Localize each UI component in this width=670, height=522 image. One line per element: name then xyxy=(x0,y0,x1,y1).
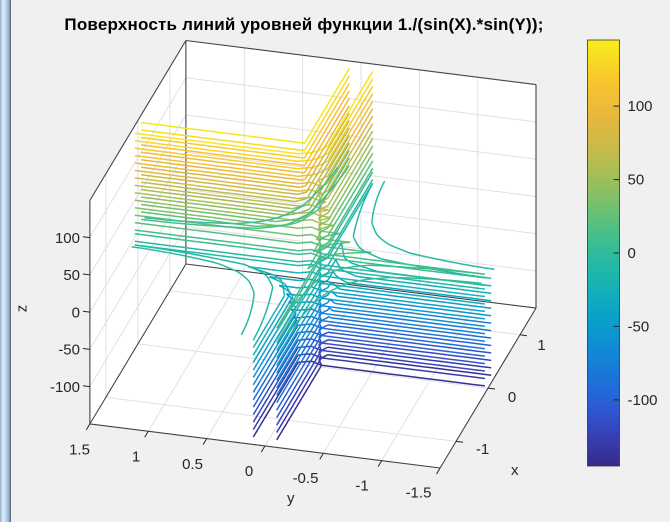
contour-line xyxy=(134,68,374,155)
y-axis-label: y xyxy=(287,490,295,507)
figure-title: Поверхность линий уровней функции 1./(si… xyxy=(64,15,544,34)
z-axis-tick-label: 0 xyxy=(72,304,80,321)
contour-line xyxy=(252,339,492,426)
contour-line xyxy=(252,331,492,418)
colorbar-tick-label: 50 xyxy=(628,172,645,189)
colorbar-tick-marks xyxy=(613,105,620,401)
y-axis-tick-label: -0.5 xyxy=(293,470,319,487)
z-axis-tick-label: 50 xyxy=(63,267,80,284)
contour-line xyxy=(134,90,374,177)
contour-line xyxy=(252,307,492,396)
x-axis-tick-label: -1 xyxy=(476,441,489,458)
contour-line xyxy=(134,167,485,334)
contour-line xyxy=(131,179,495,340)
y-axis-tick-label: 1 xyxy=(132,449,140,466)
contour-line xyxy=(134,120,374,213)
contour-line xyxy=(252,298,492,389)
x-axis-tick-label: 1 xyxy=(537,337,545,354)
y-axis-tick-label: -1.5 xyxy=(406,484,432,501)
contour-line xyxy=(134,75,374,163)
contour-line xyxy=(252,324,492,411)
colorbar-tick-label: -100 xyxy=(628,392,658,409)
y-axis-tick-label: 1.5 xyxy=(69,442,90,459)
z-axis-tick-label: 100 xyxy=(55,230,80,247)
tick-marks xyxy=(82,236,527,475)
x-axis-label: x xyxy=(511,462,519,479)
colorbar-tick-label: 100 xyxy=(628,98,653,115)
z-axis-label: z xyxy=(13,304,31,313)
z-axis-tick-label: -50 xyxy=(58,342,80,359)
contour-line xyxy=(252,271,492,366)
z-axis-tick-label: -100 xyxy=(50,379,80,396)
colorbar-tick-label: -50 xyxy=(628,318,650,335)
window-edge-strip xyxy=(0,0,11,522)
contour-line xyxy=(134,83,374,170)
contour-line xyxy=(252,353,492,441)
colorbar-tick-label: 0 xyxy=(628,245,636,262)
contour-line xyxy=(252,315,492,404)
contour-line xyxy=(134,182,492,344)
y-axis-tick-label: 0 xyxy=(245,463,253,480)
y-axis-tick-label: -1 xyxy=(355,477,368,494)
contour-line xyxy=(134,164,485,329)
x-axis-tick-label: 0 xyxy=(508,389,516,406)
y-axis-tick-label: 0.5 xyxy=(182,456,203,473)
contour-line xyxy=(134,127,374,222)
contour-line xyxy=(252,346,492,433)
